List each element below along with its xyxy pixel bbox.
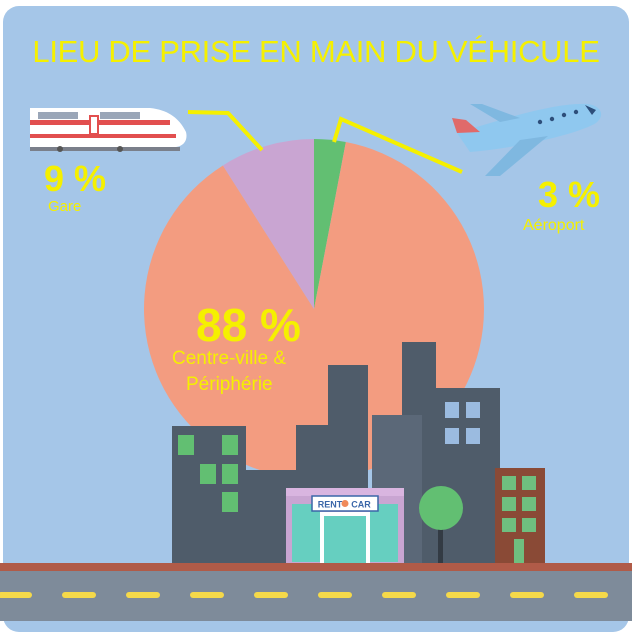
rent-car-shop: RENT CAR [286, 488, 404, 568]
data-label-gare-value: 9 % [44, 158, 107, 199]
leader-line-gare [187, 110, 264, 152]
leader-line-aeroport [332, 116, 463, 174]
pie-slice-station [222, 139, 314, 309]
road-dash [574, 592, 608, 598]
data-label-gare-name: Gare [48, 198, 82, 215]
shop-sign-dot-icon [341, 500, 349, 507]
shop-sign-rent: RENT [318, 500, 343, 510]
road-dash [510, 592, 544, 598]
road-dash [62, 592, 96, 598]
page-title: LIEU DE PRISE EN MAIN DU VÉHICULE [32, 34, 600, 69]
road-dash [190, 592, 224, 598]
data-label-city-name-line1: Centre-ville & [172, 348, 287, 369]
road-dash [382, 592, 416, 598]
pie-slice-airport [314, 139, 346, 309]
airplane-icon [452, 103, 602, 176]
road-dash [126, 592, 160, 598]
data-label-city-name-line2: Périphérie [186, 374, 273, 395]
data-label-aeroport-value: 3 % [538, 174, 601, 215]
road-dash [446, 592, 480, 598]
data-label-aeroport-name: Aéroport [523, 217, 585, 234]
shop-sign-car: CAR [351, 500, 371, 510]
road-dash [318, 592, 352, 598]
road-dash [254, 592, 288, 598]
road-illustration [0, 563, 632, 621]
pie-slice-city [143, 142, 484, 479]
road-dash [0, 592, 32, 598]
train-icon [30, 108, 187, 152]
data-label-city-value: 88 % [196, 299, 301, 351]
pie-chart [143, 139, 484, 479]
